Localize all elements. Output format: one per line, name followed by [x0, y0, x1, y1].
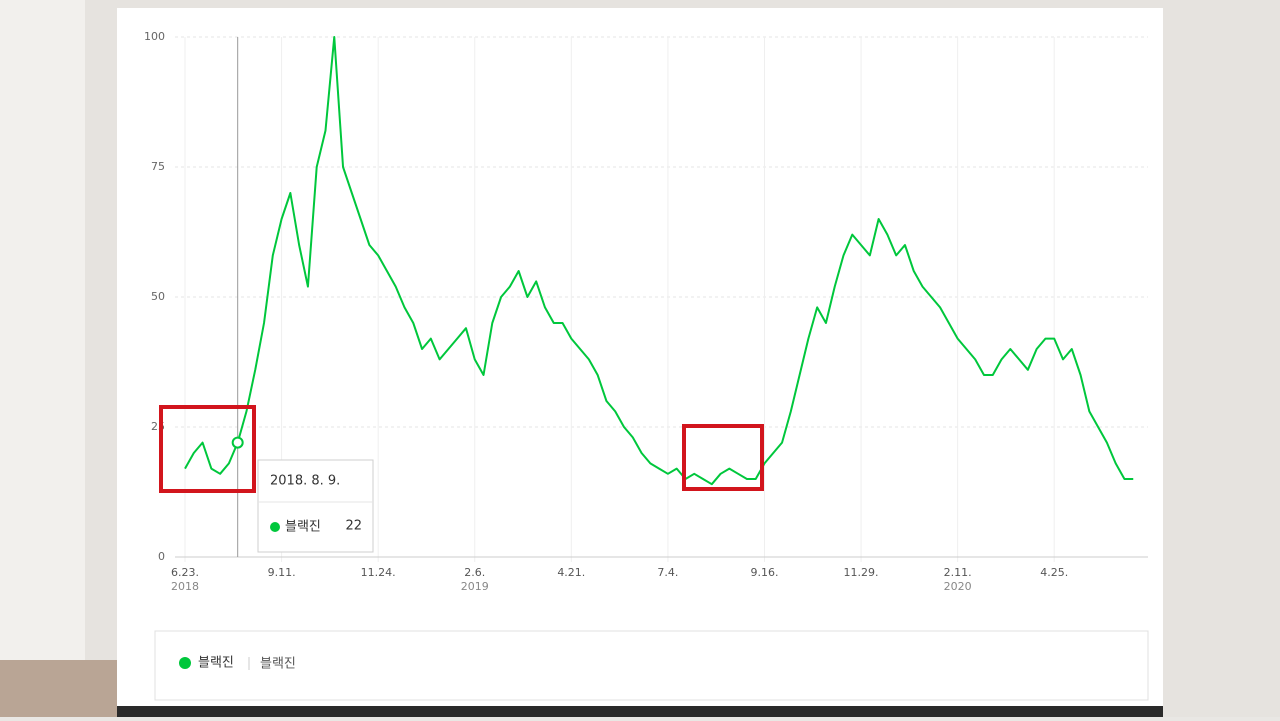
floor — [0, 660, 117, 717]
tooltip-box — [257, 459, 374, 553]
tooltip: 2018. 8. 9. 블랙진 22 — [257, 459, 374, 553]
x-year-label: 2018 — [171, 580, 199, 593]
x-tick-label: 4.25. — [1040, 566, 1068, 579]
panel — [117, 8, 1163, 706]
legend-box — [154, 630, 1149, 701]
plot — [184, 36, 1134, 557]
x-tick-label: 11.29. — [844, 566, 879, 579]
x-tick-label: 6.23. — [171, 566, 199, 579]
panel-bottom — [117, 706, 1163, 717]
x-tick-label: 4.21. — [557, 566, 585, 579]
hover-marker — [231, 436, 244, 449]
tooltip-dot — [270, 522, 280, 532]
highlight-box — [682, 424, 764, 491]
x-tick-label: 9.11. — [268, 566, 296, 579]
y-tick-label: 75 — [151, 160, 165, 173]
legend-keyword: 블랙진 — [260, 657, 296, 672]
x-year-label: 2019 — [461, 580, 489, 593]
wall — [0, 0, 85, 717]
y-tick-label: 0 — [158, 550, 165, 563]
tooltip-name: 블랙진 — [285, 520, 321, 535]
y-tick-label: 100 — [144, 30, 165, 43]
series-line — [184, 36, 1134, 486]
y-tick-label: 50 — [151, 290, 165, 303]
legend-dot[interactable] — [179, 657, 191, 669]
x-tick-label: 2.11. — [944, 566, 972, 579]
x-year-label: 2020 — [944, 580, 972, 593]
highlight-box — [159, 405, 256, 493]
x-tick-label: 7.4. — [657, 566, 678, 579]
tooltip-date: 2018. 8. 9. — [270, 474, 340, 489]
x-tick-label: 2.6. — [464, 566, 485, 579]
tooltip-value: 22 — [345, 519, 362, 534]
legend-name[interactable]: 블랙진 — [198, 656, 234, 671]
x-tick-label: 9.16. — [750, 566, 778, 579]
x-tick-label: 11.24. — [361, 566, 396, 579]
